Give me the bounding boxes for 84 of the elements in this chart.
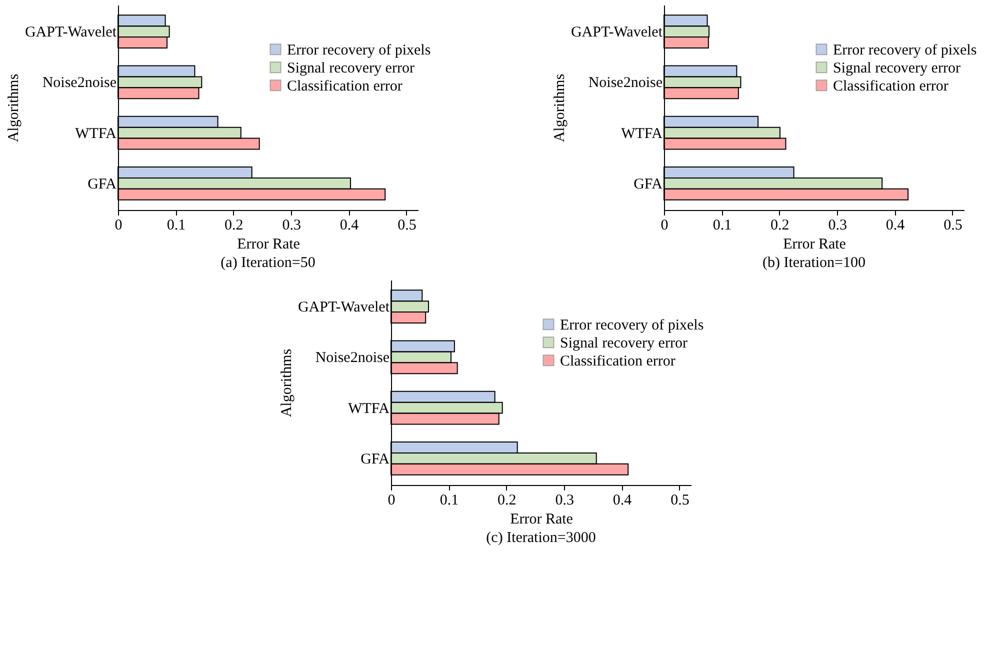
legend-label: Classification error <box>287 78 402 94</box>
x-tick-label: 0.2 <box>224 218 244 234</box>
bar <box>118 138 260 150</box>
bar <box>118 188 386 200</box>
bar <box>664 188 909 200</box>
legend-label: Error recovery of pixels <box>833 42 977 58</box>
x-tick-label: 0.4 <box>886 218 906 234</box>
bar <box>664 26 710 38</box>
bar <box>664 36 709 49</box>
y-tick-label: GFA <box>88 176 117 192</box>
y-tick-label: GAPT-Wavelet <box>298 300 390 316</box>
legend-label: Signal recovery error <box>833 60 960 76</box>
bar <box>390 390 496 403</box>
bar <box>390 362 458 374</box>
legend-label: Signal recovery error <box>560 335 688 352</box>
bar <box>390 300 429 313</box>
bar <box>664 14 708 27</box>
bar <box>664 138 786 150</box>
x-tick-label: 0.2 <box>770 218 790 234</box>
y-axis-title: Algorithms <box>552 74 568 142</box>
legend-label: Signal recovery error <box>287 60 414 76</box>
bar <box>664 116 759 128</box>
x-tick-label: 0.4 <box>612 492 632 508</box>
bar <box>118 65 196 78</box>
bar <box>390 351 452 364</box>
x-tick-label: 0 <box>388 492 396 508</box>
y-tick-label: WTFA <box>621 126 663 142</box>
y-tick-label: GFA <box>634 176 663 192</box>
x-tick-label: 0.3 <box>282 218 301 234</box>
y-axis-title: Algorithms <box>6 74 22 142</box>
bar <box>664 126 780 139</box>
bar <box>118 87 200 100</box>
x-tick-label: 0.3 <box>555 492 574 508</box>
x-axis-title: Error Rate <box>783 236 846 252</box>
y-tick-label: GFA <box>360 451 390 468</box>
y-tick-label: Noise2noise <box>42 75 117 92</box>
x-tick-label: 0.3 <box>828 218 847 234</box>
x-tick-label: 0.4 <box>340 218 360 234</box>
bar <box>118 76 202 88</box>
y-tick-label: WTFA <box>75 126 117 142</box>
y-tick-label: GAPT-Wavelet <box>570 24 664 41</box>
bar <box>118 26 170 38</box>
x-tick-label: 0 <box>114 218 122 234</box>
bar <box>664 177 883 190</box>
bar <box>664 76 742 88</box>
x-tick-label: 0.1 <box>166 218 186 234</box>
bar <box>390 452 597 464</box>
bar <box>118 36 168 49</box>
legend-label: Error recovery of pixels <box>560 317 704 334</box>
x-axis-title: Error Rate <box>510 512 574 528</box>
bar <box>664 65 738 78</box>
x-axis-title: Error Rate <box>237 236 300 252</box>
x-tick-label: 0.5 <box>670 492 690 508</box>
y-tick-label: GAPT-Wavelet <box>24 24 118 41</box>
y-tick-label: Noise2noise <box>315 350 390 366</box>
legend-label: Classification error <box>560 353 676 370</box>
legend-label: Error recovery of pixels <box>287 42 431 58</box>
y-axis-title: Algorithms <box>278 348 295 418</box>
bar <box>390 402 503 414</box>
legend-label: Classification error <box>833 78 948 94</box>
bar <box>664 166 794 178</box>
bar <box>664 87 739 100</box>
text: (b) Iteration=100 <box>762 255 866 271</box>
x-tick-label: 0.1 <box>712 218 732 234</box>
x-tick-label: 0 <box>660 218 668 234</box>
bar <box>390 290 423 302</box>
bar <box>390 312 426 324</box>
x-tick-label: 0.5 <box>398 218 416 234</box>
bar <box>118 126 242 139</box>
bar <box>118 14 166 27</box>
text: (c) Iteration=3000 <box>486 530 596 546</box>
bar <box>118 166 252 178</box>
bar <box>390 463 629 476</box>
bar <box>118 177 351 190</box>
bar <box>390 441 518 454</box>
y-tick-label: Noise2noise <box>588 75 663 92</box>
text: (a) Iteration=50 <box>220 255 316 271</box>
bar <box>390 340 455 352</box>
x-tick-label: 0.5 <box>944 218 962 234</box>
x-tick-label: 0.1 <box>440 492 459 508</box>
bar <box>390 412 500 425</box>
y-tick-label: WTFA <box>348 400 390 417</box>
x-tick-label: 0.2 <box>498 492 516 508</box>
bar <box>118 116 218 128</box>
